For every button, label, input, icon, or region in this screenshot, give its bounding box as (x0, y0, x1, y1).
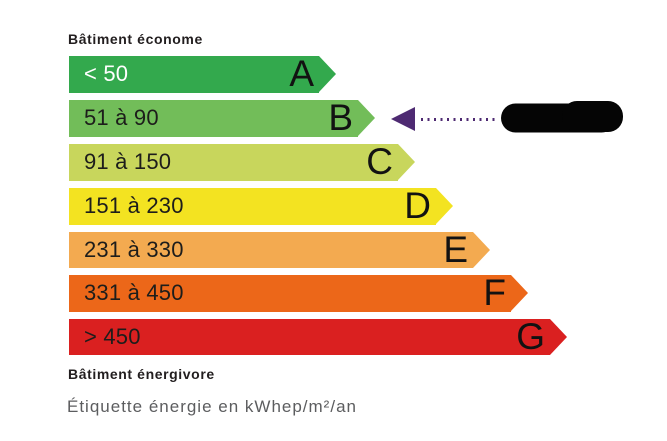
class-letter: D (404, 185, 431, 227)
energy-class-bar-g: > 450 G (69, 315, 567, 357)
class-letter: A (289, 53, 314, 95)
bar-arrow-tip (319, 56, 336, 92)
class-letter: G (516, 315, 545, 357)
class-letter: E (443, 228, 468, 270)
scale-top-label: Bâtiment économe (68, 31, 203, 47)
energy-class-bar-a: < 50 A (69, 53, 336, 95)
bar-arrow-tip (398, 144, 415, 180)
bar-arrow-tip (436, 188, 453, 224)
scale-bottom-label: Bâtiment énergivore (68, 366, 215, 382)
energy-class-bar-b: 51 à 90 B (69, 97, 375, 139)
class-pointer-arrow-icon (391, 107, 415, 131)
energy-label-caption: Étiquette énergie en kWhep/m²/an (67, 397, 357, 416)
bar-arrow-tip (550, 318, 567, 355)
class-range-label: > 450 (84, 323, 141, 349)
bar-arrow-tip (511, 275, 528, 311)
redacted-value-marker (501, 101, 623, 133)
bar-arrow-tip (358, 100, 375, 136)
energy-class-bar-c: 91 à 150 C (69, 141, 415, 183)
class-letter: C (366, 141, 393, 183)
class-range-label: 231 à 330 (84, 236, 184, 262)
pointer-dotted-connector (421, 118, 499, 121)
class-range-label: 151 à 230 (84, 193, 184, 219)
energy-class-bar-e: 231 à 330 E (69, 228, 490, 270)
class-range-label: 51 à 90 (84, 105, 159, 131)
class-letter: F (483, 272, 506, 314)
energy-class-bar-d: 151 à 230 D (69, 185, 453, 227)
energy-class-bar-f: 331 à 450 F (69, 272, 528, 314)
class-range-label: < 50 (84, 61, 129, 87)
bar-arrow-tip (473, 231, 490, 268)
class-range-label: 91 à 150 (84, 149, 172, 175)
class-range-label: 331 à 450 (84, 280, 184, 306)
class-letter: B (328, 97, 353, 139)
